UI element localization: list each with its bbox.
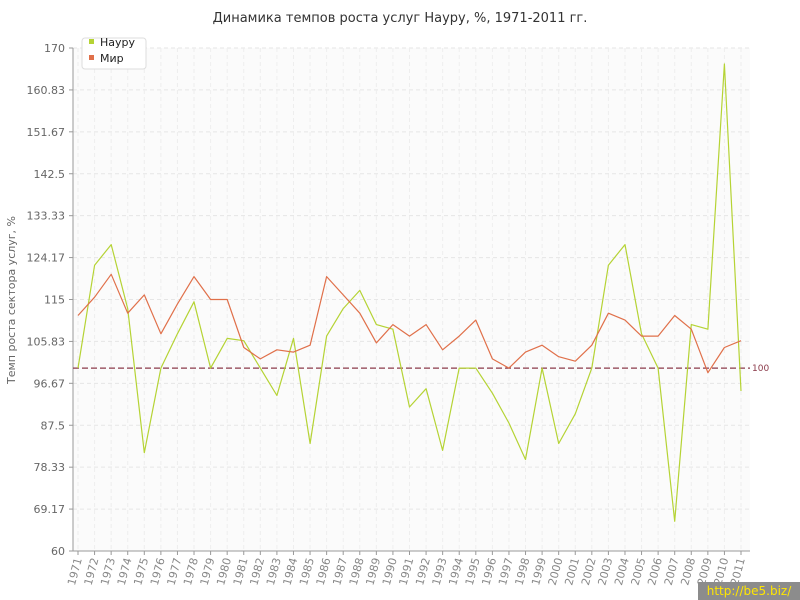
legend-box [81, 37, 147, 70]
y-tick-labels: 60 69.17 78.33 87.5 96.67 105.83 115 124.17 133.… [27, 42, 66, 558]
axes [69, 47, 750, 555]
series-line-nauru [77, 63, 742, 522]
legend-label-nauru[interactable]: Науру [100, 36, 136, 49]
chart-title: Динамика темпов роста услуг Науру, %, 19… [212, 11, 588, 26]
legend-swatch-world [89, 55, 94, 60]
y-axis-label: Темп роста сектора услуг, % [5, 216, 18, 385]
y-tick-label: 87.5 [41, 419, 66, 432]
y-tick-label: 151.67 [27, 126, 66, 139]
y-tick-label: 115 [44, 294, 65, 307]
reference-line-label: 100 [752, 364, 769, 374]
y-tick-label: 105.83 [27, 335, 66, 348]
y-tick-label: 133.33 [27, 210, 66, 223]
watermark-link[interactable]: http://be5.biz/ [698, 582, 800, 600]
series-line-world [77, 273, 742, 374]
reference-line-group: 100 [73, 364, 769, 374]
y-tick-label: 96.67 [34, 377, 66, 390]
y-tick-label: 124.17 [27, 252, 66, 265]
y-tick-label: 170 [44, 42, 65, 55]
y-tick-label: 60 [51, 545, 65, 558]
legend-swatch-nauru [89, 39, 94, 44]
legend-label-world[interactable]: Мир [100, 52, 124, 65]
y-tick-label: 160.83 [27, 84, 66, 97]
series-group [77, 63, 742, 522]
x-tick-labels: 1971197219731974197519761977197819791980… [65, 556, 748, 586]
y-tick-label: 142.5 [34, 168, 66, 181]
y-tick-label: 78.33 [34, 461, 66, 474]
legend[interactable]: Науру Мир [81, 36, 147, 70]
y-tick-label: 69.17 [34, 503, 66, 516]
